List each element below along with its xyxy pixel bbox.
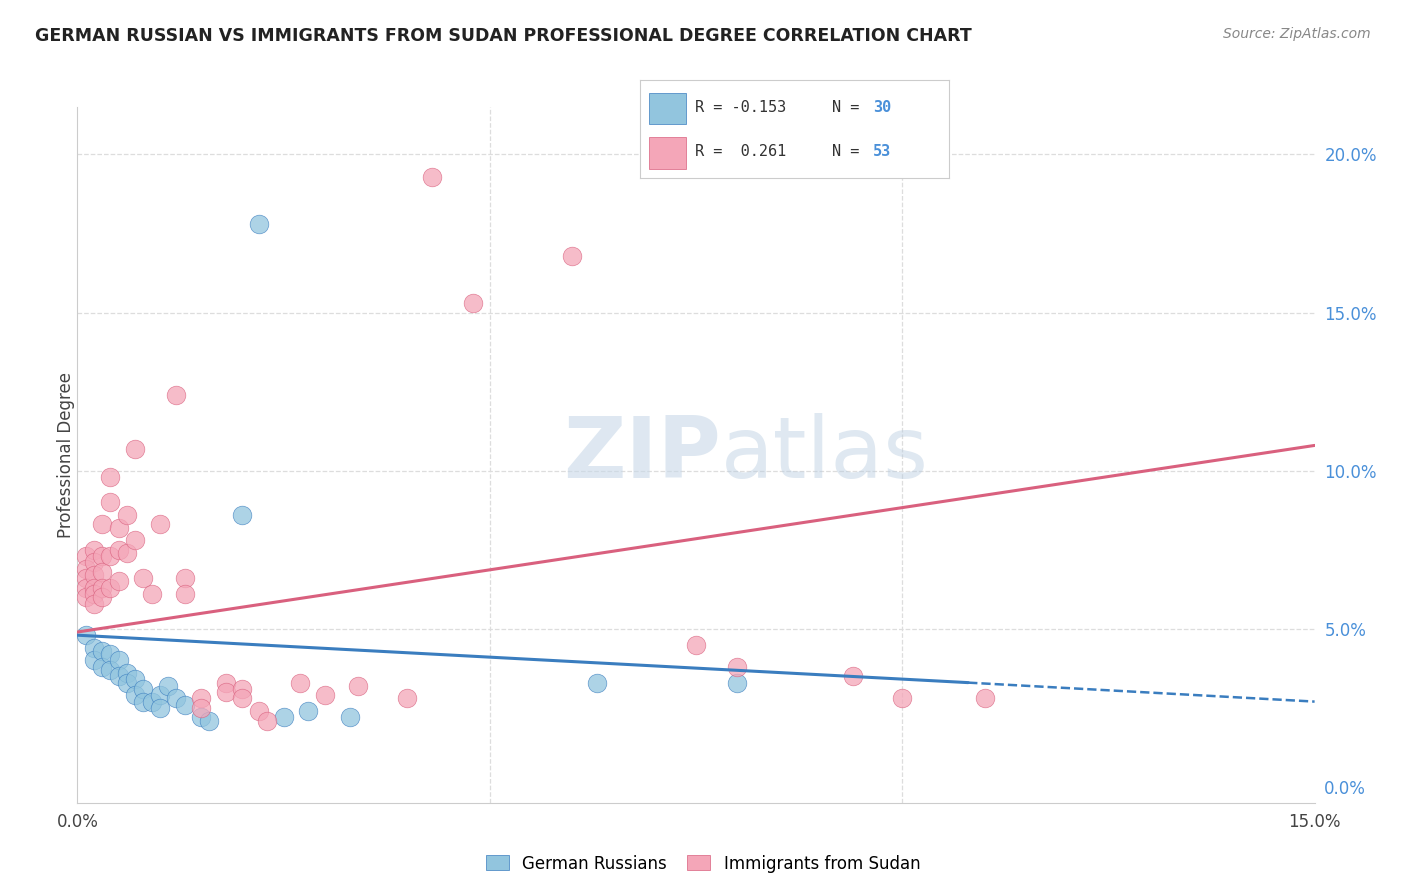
Point (83, 568, 105, 582)
Point (83, 653, 105, 667)
Point (396, 691, 419, 706)
Point (124, 688, 146, 702)
Point (124, 673, 146, 687)
Point (247, 217, 270, 231)
Point (91, 591, 114, 605)
Text: 30: 30 (873, 100, 891, 115)
Point (685, 638, 707, 652)
Point (75, 562, 97, 576)
Point (198, 714, 221, 728)
Point (297, 704, 319, 718)
Point (107, 653, 129, 667)
Point (339, 710, 361, 724)
Point (83, 597, 105, 611)
Point (165, 388, 187, 402)
Point (190, 701, 212, 715)
Text: R = -0.153: R = -0.153 (696, 100, 787, 115)
Point (420, 169, 443, 184)
Point (75, 591, 97, 605)
Point (725, 675, 748, 690)
Text: GERMAN RUSSIAN VS IMMIGRANTS FROM SUDAN PROFESSIONAL DEGREE CORRELATION CHART: GERMAN RUSSIAN VS IMMIGRANTS FROM SUDAN … (35, 27, 972, 45)
Point (841, 669, 863, 683)
Point (115, 675, 138, 690)
Point (91, 644, 114, 658)
Point (141, 587, 163, 601)
Point (115, 666, 138, 681)
Point (115, 508, 138, 522)
Point (973, 691, 995, 706)
Point (98, 581, 121, 595)
Text: atlas: atlas (721, 413, 929, 497)
Text: Source: ZipAtlas.com: Source: ZipAtlas.com (1223, 27, 1371, 41)
Point (141, 695, 163, 709)
Point (273, 710, 295, 724)
Point (91, 565, 114, 579)
Point (190, 691, 212, 706)
Point (124, 533, 146, 548)
Point (83, 556, 105, 570)
FancyBboxPatch shape (650, 137, 686, 169)
FancyBboxPatch shape (650, 93, 686, 124)
Point (107, 521, 129, 535)
Point (215, 675, 238, 690)
Point (891, 691, 914, 706)
Point (83, 587, 105, 601)
Point (83, 581, 105, 595)
Point (75, 581, 97, 595)
Text: 53: 53 (873, 145, 891, 160)
Point (132, 681, 155, 696)
Point (231, 681, 253, 696)
Point (107, 669, 129, 683)
Point (115, 546, 138, 560)
Point (98, 663, 121, 677)
Point (91, 660, 114, 674)
Point (149, 701, 172, 715)
Point (132, 571, 155, 585)
Point (288, 675, 311, 690)
Point (173, 587, 195, 601)
Point (346, 679, 368, 693)
Point (98, 495, 121, 509)
Text: R =  0.261: R = 0.261 (696, 145, 787, 160)
Point (215, 685, 238, 699)
Point (91, 517, 114, 532)
Text: ZIP: ZIP (562, 413, 721, 497)
Point (173, 571, 195, 585)
Point (247, 704, 270, 718)
Point (75, 628, 97, 642)
Point (231, 691, 253, 706)
Point (314, 688, 336, 702)
Legend: German Russians, Immigrants from Sudan: German Russians, Immigrants from Sudan (479, 848, 927, 880)
Point (98, 549, 121, 563)
Point (83, 542, 105, 557)
Point (157, 679, 180, 693)
Point (75, 549, 97, 563)
Point (98, 470, 121, 484)
Point (91, 581, 114, 595)
Point (83, 640, 105, 655)
Point (98, 647, 121, 661)
Point (124, 442, 146, 456)
Point (149, 688, 172, 702)
Y-axis label: Professional Degree: Professional Degree (58, 372, 75, 538)
Text: N =: N = (831, 145, 868, 160)
Point (149, 517, 172, 532)
Point (725, 660, 748, 674)
Point (231, 508, 253, 522)
Point (256, 714, 278, 728)
Text: N =: N = (831, 100, 868, 115)
Point (107, 574, 129, 589)
Point (173, 698, 195, 712)
Point (107, 542, 129, 557)
Point (165, 691, 187, 706)
Point (132, 695, 155, 709)
Point (561, 249, 583, 263)
Point (463, 296, 485, 310)
Point (91, 549, 114, 563)
Point (75, 571, 97, 585)
Point (190, 710, 212, 724)
Point (586, 675, 609, 690)
